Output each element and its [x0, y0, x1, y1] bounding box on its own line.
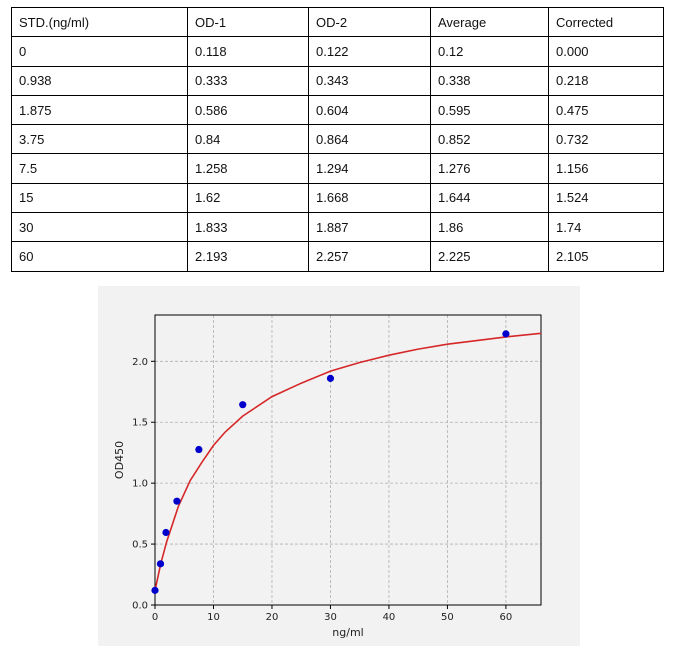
x-tick-label: 50: [441, 612, 454, 623]
table-cell: 0.938: [11, 65, 188, 96]
table-cell: 3.75: [11, 124, 188, 155]
data-point: [326, 374, 335, 382]
x-tick-label: 0: [152, 612, 158, 623]
x-tick-label: 10: [207, 612, 220, 623]
table-cell: 1.887: [308, 212, 431, 243]
data-point: [156, 560, 165, 568]
plot-frame: [154, 314, 542, 606]
table-cell: 1.276: [430, 153, 549, 184]
table-row: 0.938 0.333 0.343 0.338 0.218: [11, 65, 664, 96]
table-cell: 0.218: [548, 65, 664, 96]
data-point: [151, 586, 159, 594]
x-tick-label: 30: [324, 612, 337, 623]
table-cell: 0.000: [548, 36, 664, 67]
table-cell: 2.105: [548, 241, 664, 272]
table-cell: 0.732: [548, 124, 664, 155]
table-cell: 0.338: [430, 65, 549, 96]
chart-svg: 0 10 20 30 40 50 60 0.0 0.5 1.0 1.5 2.0 ng/ml OD450: [113, 314, 542, 639]
y-tick-label: 2.0: [132, 357, 148, 368]
table-cell: 1.644: [430, 182, 549, 214]
data-point: [239, 401, 247, 409]
table-cell: 0.852: [430, 124, 549, 155]
data-point: [173, 497, 181, 505]
grid-layer: [154, 315, 541, 606]
table-cell: 60: [11, 241, 188, 272]
header-corrected: Corrected: [548, 6, 664, 38]
table-cell: 1.524: [548, 182, 664, 214]
table-cell: 2.225: [430, 241, 549, 272]
table-row: 0 0.118 0.122 0.12 0.000: [11, 36, 664, 67]
ticks-layer: 0 10 20 30 40 50 60 0.0 0.5 1.0 1.5 2.0: [132, 357, 512, 623]
table-header-row: STD.(ng/ml) OD-1 OD-2 Average Corrected: [11, 6, 664, 38]
table-cell: 1.74: [548, 212, 664, 243]
y-tick-label: 1.0: [132, 479, 148, 490]
table-cell: 2.257: [308, 241, 431, 272]
table-cell: 1.86: [430, 212, 549, 243]
x-tick-label: 60: [500, 612, 513, 623]
x-tick-label: 20: [266, 612, 279, 623]
table-row: 1.875 0.586 0.604 0.595 0.475: [11, 94, 664, 126]
table-cell: 0.475: [548, 94, 664, 126]
table-cell: 0.595: [430, 94, 549, 126]
y-tick-label: 0.0: [132, 601, 148, 612]
table-row: 7.5 1.258 1.294 1.276 1.156: [11, 153, 664, 184]
curve-layer: [154, 332, 542, 591]
table-cell: 1.875: [11, 94, 188, 126]
table-cell: 0: [11, 36, 188, 67]
table-cell: 7.5: [11, 153, 188, 184]
table-cell: 1.668: [308, 182, 431, 214]
table-cell: 1.294: [308, 153, 431, 184]
y-tick-label: 1.5: [132, 418, 148, 429]
table-cell: 0.333: [187, 65, 309, 96]
table-cell: 0.864: [308, 124, 431, 155]
table-cell: 0.84: [187, 124, 309, 155]
data-point: [502, 330, 510, 338]
header-od1: OD-1: [187, 6, 309, 38]
y-axis-label: OD450: [113, 441, 126, 479]
y-tick-label: 0.5: [132, 540, 148, 551]
table-cell: 0.343: [308, 65, 431, 96]
table-cell: 0.122: [308, 36, 431, 67]
data-point: [195, 445, 203, 454]
table-row: 15 1.62 1.668 1.644 1.524: [11, 182, 664, 214]
header-od2: OD-2: [308, 6, 431, 38]
table-cell: 1.258: [187, 153, 309, 184]
table-row: 30 1.833 1.887 1.86 1.74: [11, 212, 664, 243]
points-layer: [151, 330, 510, 594]
table-cell: 30: [11, 212, 188, 243]
table-row: 60 2.193 2.257 2.225 2.105: [11, 241, 664, 272]
header-std: STD.(ng/ml): [11, 6, 188, 38]
table-cell: 1.156: [548, 153, 664, 184]
data-point: [162, 528, 170, 537]
table-cell: 1.62: [187, 182, 309, 214]
x-axis-label: ng/ml: [332, 626, 363, 639]
fit-curve-line: [154, 332, 542, 591]
x-tick-label: 40: [383, 612, 396, 623]
standard-curve-chart: 0 10 20 30 40 50 60 0.0 0.5 1.0 1.5 2.0 ng/ml OD450: [98, 286, 580, 646]
table-cell: 0.586: [187, 94, 309, 126]
header-average: Average: [430, 6, 549, 38]
table-cell: 0.604: [308, 94, 431, 126]
standards-table: STD.(ng/ml) OD-1 OD-2 Average Corrected …: [11, 6, 664, 272]
table-cell: 0.12: [430, 36, 549, 67]
table-cell: 2.193: [187, 241, 309, 272]
table-cell: 1.833: [187, 212, 309, 243]
table-cell: 15: [11, 182, 188, 214]
table-cell: 0.118: [187, 36, 309, 67]
table-row: 3.75 0.84 0.864 0.852 0.732: [11, 124, 664, 155]
